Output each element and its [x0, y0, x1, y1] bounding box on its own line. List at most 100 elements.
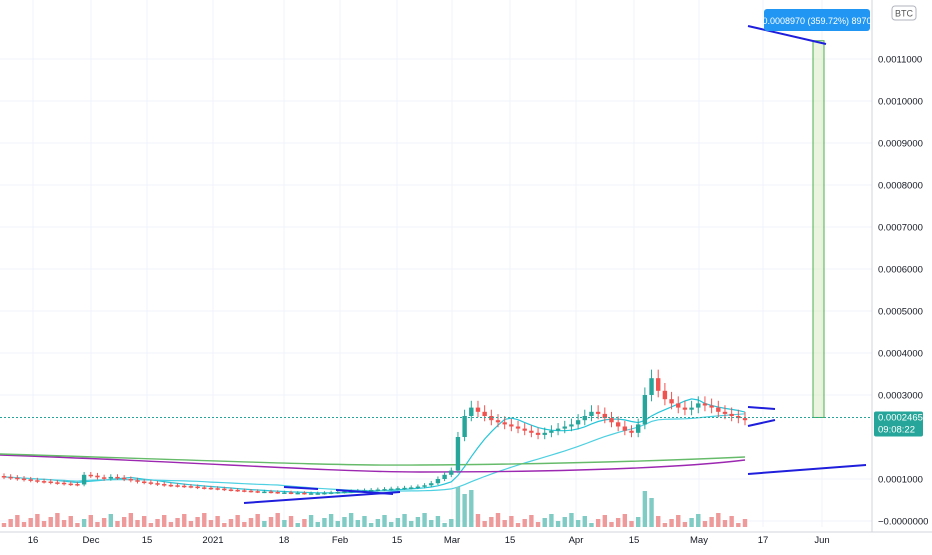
measure-tool[interactable]: [812, 40, 825, 418]
candle: [696, 403, 701, 408]
x-tick-label: Dec: [83, 535, 100, 546]
trendline[interactable]: [243, 491, 401, 504]
candle: [141, 481, 147, 484]
trendline[interactable]: [747, 419, 776, 427]
volume-bar: [449, 519, 454, 527]
y-tick-label: 0.0003000: [878, 391, 923, 402]
candle: [28, 479, 33, 481]
volume-bar: [569, 513, 574, 527]
volume-bar: [128, 513, 134, 527]
candle: [208, 487, 214, 490]
candle: [15, 477, 20, 480]
trendline[interactable]: [283, 486, 319, 490]
volume-bar: [148, 523, 154, 527]
volume-bar: [268, 517, 274, 527]
trendline[interactable]: [747, 464, 867, 475]
volume-bar: [535, 522, 541, 527]
candle: [662, 390, 668, 400]
volume-bar: [729, 516, 734, 527]
candle: [162, 484, 167, 486]
volume-bar: [696, 514, 701, 527]
volume-bar: [322, 518, 327, 527]
candle: [55, 482, 60, 484]
candle: [328, 492, 334, 494]
trendline[interactable]: [335, 489, 394, 495]
currency-label: BTC: [895, 9, 914, 19]
x-axis[interactable]: 16 Dec 15 2021 18 Feb 15 Mar 15 Apr 15 May 17 Jun: [0, 531, 932, 546]
volume-bar: [682, 522, 688, 527]
y-axis[interactable]: 0.0011000 0.0010000 0.0009000 0.0008000 0.00…: [871, 0, 928, 532]
candle: [649, 378, 654, 395]
candle: [395, 488, 401, 490]
x-tick-label: 15: [629, 535, 640, 546]
volume-bar: [676, 515, 681, 527]
candle: [268, 491, 274, 494]
volume-bar: [302, 519, 307, 527]
volume-bar: [288, 516, 294, 527]
candle: [1, 476, 7, 478]
volume-bar: [515, 523, 521, 527]
volume-bar: [495, 513, 501, 527]
trendline[interactable]: [747, 406, 776, 410]
volume-bar: [382, 515, 387, 527]
volume-bar: [736, 523, 741, 527]
x-tick-label: 17: [758, 535, 769, 546]
volume-bar: [489, 517, 494, 527]
y-tick-label: 0.0008000: [878, 181, 923, 192]
volume-bar: [549, 514, 554, 527]
candle: [322, 492, 327, 495]
volume-bar: [362, 516, 367, 527]
candle: [409, 487, 414, 489]
candle: [295, 492, 300, 495]
volume-bar: [716, 513, 721, 527]
volume-bar: [108, 514, 114, 527]
candle: [689, 407, 694, 410]
candle: [101, 477, 107, 479]
candle: [402, 487, 407, 490]
candle: [75, 484, 80, 486]
volume-bar: [388, 522, 394, 527]
candle: [61, 482, 67, 485]
candle: [635, 424, 641, 433]
candle: [475, 407, 481, 412]
volume-bar: [208, 520, 214, 527]
volume-bar: [375, 519, 381, 527]
ma-long-line-purple: [0, 454, 746, 473]
trendlines[interactable]: [243, 25, 867, 504]
candle: [115, 476, 120, 479]
volume-bar: [175, 518, 180, 527]
candle: [202, 487, 207, 489]
volume-bar: [402, 514, 407, 527]
volume-bar: [355, 520, 361, 527]
volume-bar: [622, 514, 628, 527]
volume-bar: [195, 517, 200, 527]
price-badge-value: 0.0002465: [878, 412, 923, 423]
volume-bar: [68, 516, 73, 527]
candle: [656, 378, 661, 391]
volume-bar: [21, 522, 27, 527]
candle: [729, 413, 734, 416]
candle: [575, 420, 581, 425]
volume-bar: [188, 521, 194, 527]
y-tick-label: 0.0006000: [878, 265, 923, 276]
price-badge-countdown: 09:08:22: [878, 424, 915, 435]
volume-bar: [742, 519, 748, 527]
candle: [542, 432, 547, 435]
candle: [155, 483, 160, 485]
volume-bar: [222, 523, 227, 527]
volume-bar: [482, 521, 487, 527]
candle: [515, 426, 521, 429]
volume-bar: [702, 521, 708, 527]
volume-bar: [215, 516, 220, 527]
trendline[interactable]: [747, 25, 827, 45]
volume-bar: [462, 494, 467, 527]
volume-bar: [335, 521, 340, 527]
candle: [68, 483, 73, 486]
volume-bar: [101, 518, 107, 527]
candle: [182, 485, 187, 488]
candle: [736, 416, 741, 419]
volume-bar: [275, 513, 280, 527]
volume-bar: [308, 515, 314, 527]
candle: [609, 418, 614, 423]
